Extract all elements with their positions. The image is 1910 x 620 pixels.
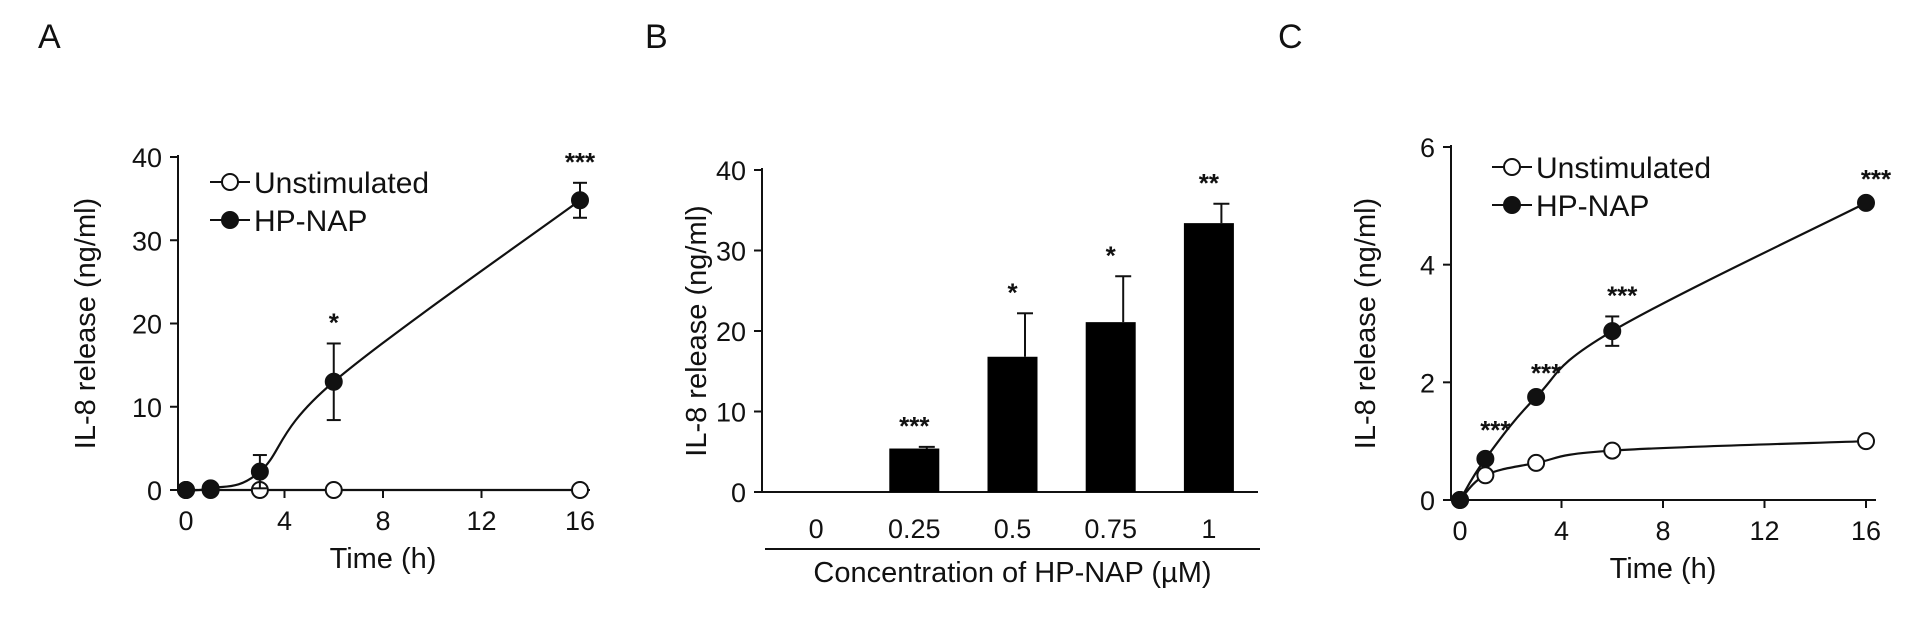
significance-mark: **: [1199, 168, 1220, 198]
x-tick-label: 0: [809, 514, 824, 544]
y-axis-title: IL-8 release (ng/ml): [1350, 198, 1382, 449]
data-point-hp-nap: [250, 462, 269, 481]
bar: [1085, 322, 1136, 492]
significance-mark: *: [1007, 277, 1018, 307]
data-point-unstimulated: [1527, 453, 1546, 472]
x-tick-label: 0.5: [994, 514, 1032, 544]
x-tick-label: 16: [1851, 516, 1881, 546]
y-tick-label: 40: [716, 156, 746, 186]
y-tick-label: 0: [1420, 486, 1435, 516]
data-point-hp-nap: [177, 481, 195, 499]
y-tick-label: 20: [716, 317, 746, 347]
panel-letter-c: C: [1278, 18, 1303, 56]
x-tick-label: 0: [1452, 516, 1467, 546]
x-axis-title: Time (h): [330, 543, 437, 575]
significance-mark: ***: [1480, 415, 1511, 445]
y-axis-title: IL-8 release (ng/ml): [681, 205, 713, 456]
data-point-unstimulated: [1476, 466, 1495, 485]
significance-mark: ***: [565, 147, 596, 177]
legend-marker: [221, 211, 239, 229]
x-axis-title: Concentration of HP-NAP (µM): [813, 557, 1211, 589]
data-point-hp-nap: [1603, 322, 1622, 341]
x-tick-label: 1: [1201, 514, 1216, 544]
x-tick-label: 8: [375, 506, 390, 536]
y-tick-label: 0: [147, 476, 162, 506]
y-tick-label: 10: [716, 398, 746, 428]
significance-mark: ***: [1531, 358, 1562, 388]
data-point-hp-nap: [571, 191, 589, 210]
legend-marker: [1503, 158, 1521, 176]
x-tick-label: 12: [1749, 516, 1779, 546]
chart-b: 0 10 20 30 40 0 *** 0.25 * 0.5 * 0.75 ** 1 Concentrati…: [681, 156, 1260, 589]
x-tick-label: 4: [1554, 516, 1569, 546]
x-tick-label: 16: [565, 506, 595, 536]
y-tick-label: 6: [1420, 133, 1435, 163]
series-line-hp-nap: [1459, 201, 1867, 501]
y-tick-label: 2: [1420, 368, 1435, 398]
y-tick-label: 0: [731, 478, 746, 508]
y-tick-label: 20: [132, 310, 162, 340]
significance-mark: ***: [1607, 280, 1638, 310]
bar: [987, 356, 1038, 492]
bar: [1183, 223, 1234, 492]
data-point-hp-nap: [1451, 491, 1469, 509]
series-line-hp-nap: [185, 199, 581, 492]
significance-mark: *: [329, 307, 340, 337]
data-point-unstimulated: [1857, 432, 1875, 451]
legend-label: Unstimulated: [1536, 152, 1711, 185]
legend-label: HP-NAP: [254, 205, 367, 238]
chart-c: 0 2 4 6 0 4 8 12 16 Time (h) IL-8 release (ng/ml) *…: [1350, 133, 1892, 585]
series-line-unstimulated: [1459, 440, 1867, 501]
bar: [889, 448, 940, 492]
data-point-hp-nap: [201, 479, 220, 498]
panel-letter-a: A: [38, 18, 61, 56]
significance-mark: *: [1106, 240, 1117, 270]
x-tick-label: 4: [277, 506, 292, 536]
y-tick-label: 40: [132, 143, 162, 173]
data-point-unstimulated: [571, 481, 589, 499]
significance-mark: ***: [899, 411, 930, 441]
data-point-hp-nap: [1857, 193, 1875, 212]
x-tick-label: 0.75: [1084, 514, 1137, 544]
significance-mark: ***: [1861, 164, 1892, 194]
data-point-hp-nap: [324, 372, 343, 391]
legend-label: HP-NAP: [1536, 190, 1649, 223]
x-axis-title: Time (h): [1610, 553, 1717, 585]
data-point-unstimulated: [1603, 441, 1622, 460]
y-axis-title: IL-8 release (ng/ml): [70, 198, 102, 449]
x-tick-label: 8: [1655, 516, 1670, 546]
x-tick-label: 12: [466, 506, 496, 536]
data-point-hp-nap: [1476, 449, 1495, 468]
x-tick-label: 0.25: [888, 514, 941, 544]
legend-marker: [221, 173, 239, 191]
data-point-hp-nap: [1527, 388, 1546, 407]
legend-marker: [1503, 196, 1521, 214]
y-tick-label: 30: [132, 226, 162, 256]
x-tick-label: 0: [178, 506, 193, 536]
chart-a: 0 10 20 30 40 0 4 8 12 16 Time (h) IL-8 release (ng…: [70, 143, 596, 575]
legend-label: Unstimulated: [254, 167, 429, 200]
y-tick-label: 30: [716, 237, 746, 267]
y-tick-label: 4: [1420, 251, 1435, 281]
y-tick-label: 10: [132, 393, 162, 423]
panel-letter-b: B: [645, 18, 668, 56]
data-point-unstimulated: [324, 481, 343, 499]
